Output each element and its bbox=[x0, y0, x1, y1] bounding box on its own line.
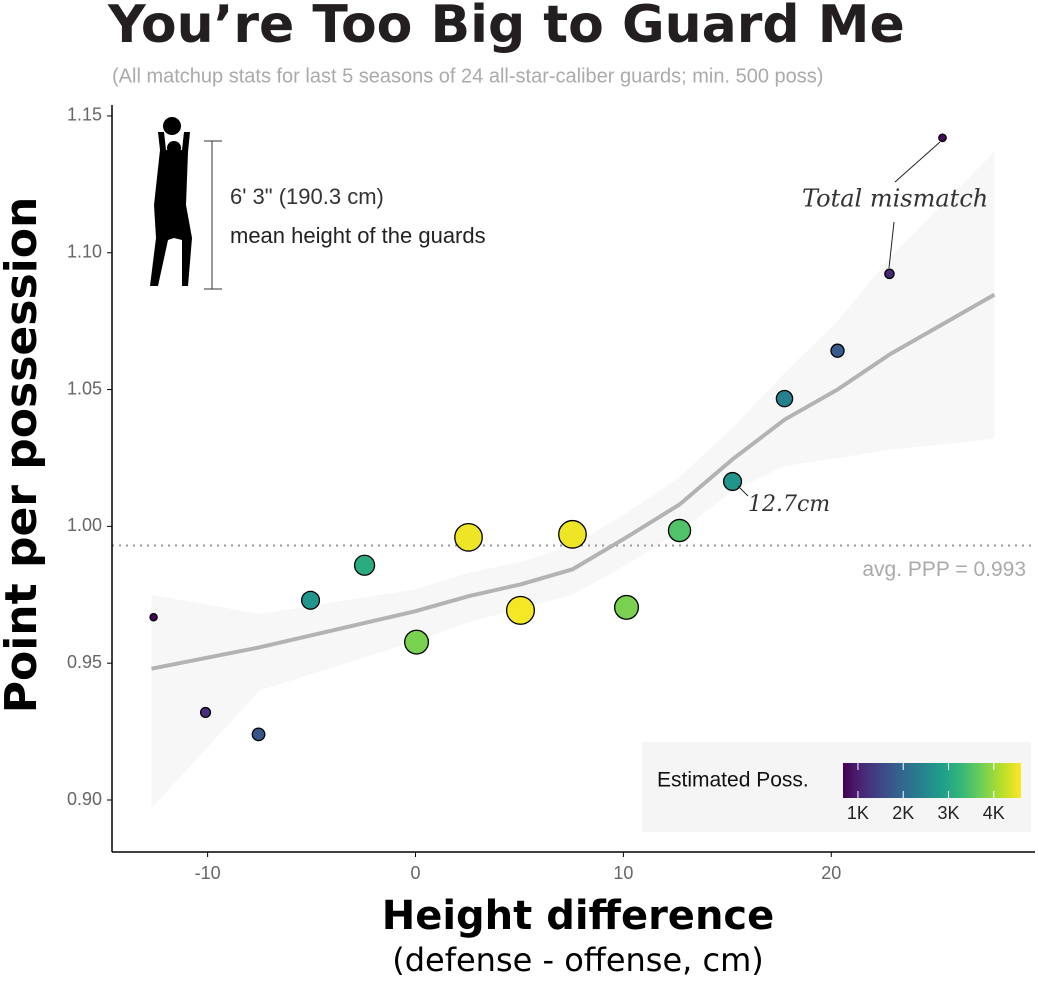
x-axis-label: Height difference bbox=[382, 893, 775, 939]
data-point bbox=[775, 389, 794, 408]
colorbar-tick-label: 1K bbox=[847, 803, 869, 823]
annotation-arrow bbox=[894, 141, 941, 183]
data-point bbox=[149, 612, 158, 622]
x-tick-label: 0 bbox=[411, 863, 421, 883]
x-tick-label: -10 bbox=[195, 863, 221, 883]
data-point bbox=[884, 268, 895, 280]
y-tick-label: 1.15 bbox=[67, 105, 102, 125]
diff-annotation: 12.7cm bbox=[748, 492, 830, 517]
y-tick-label: 1.05 bbox=[67, 378, 102, 398]
x-axis-sublabel: (defense - offense, cm) bbox=[392, 941, 764, 979]
y-tick-label: 0.90 bbox=[67, 789, 102, 809]
y-tick-label: 1.00 bbox=[67, 515, 102, 535]
data-point bbox=[505, 595, 536, 625]
x-tick-label: 20 bbox=[821, 863, 841, 883]
colorbar-tick-label: 4K bbox=[983, 803, 1005, 823]
colorbar-tick-label: 3K bbox=[938, 803, 960, 823]
trend-line bbox=[151, 292, 996, 671]
data-point bbox=[558, 519, 587, 549]
data-point bbox=[667, 518, 692, 543]
data-point bbox=[300, 590, 321, 610]
x-tick-label: 10 bbox=[613, 863, 633, 883]
data-point bbox=[722, 471, 743, 492]
data-point bbox=[454, 522, 483, 552]
annotation-arrow bbox=[737, 485, 749, 497]
colorbar bbox=[843, 763, 1021, 798]
legend-title: Estimated Poss. bbox=[657, 769, 809, 792]
y-axis-label: Point per possession bbox=[0, 197, 47, 714]
chart-title: You’re Too Big to Guard Me bbox=[107, 0, 905, 55]
y-tick-label: 0.95 bbox=[67, 652, 102, 672]
data-point bbox=[613, 594, 640, 620]
player-silhouette bbox=[150, 117, 192, 286]
chart-subtitle: (All matchup stats for last 5 seasons of… bbox=[112, 65, 823, 87]
average-label: avg. PPP = 0.993 bbox=[862, 558, 1026, 581]
data-point bbox=[353, 554, 376, 576]
data-point bbox=[404, 629, 430, 655]
y-tick-label: 1.10 bbox=[67, 242, 102, 262]
confidence-band bbox=[151, 151, 995, 809]
height-bracket bbox=[204, 140, 222, 290]
data-point bbox=[938, 133, 947, 143]
annotation-arrow bbox=[888, 221, 895, 269]
mismatch-annotation: Total mismatch bbox=[802, 185, 988, 213]
height-note: mean height of the guards bbox=[230, 223, 486, 248]
height-annotation: 6' 3" (190.3 cm) bbox=[230, 184, 384, 209]
colorbar-tick-label: 2K bbox=[892, 803, 914, 823]
data-point bbox=[830, 343, 845, 358]
plot-area: avg. PPP = 0.993 1.15 1.10 1.05 1.00 0.95 0.90… bbox=[67, 105, 1035, 883]
data-point bbox=[199, 706, 212, 719]
data-point bbox=[251, 727, 266, 742]
